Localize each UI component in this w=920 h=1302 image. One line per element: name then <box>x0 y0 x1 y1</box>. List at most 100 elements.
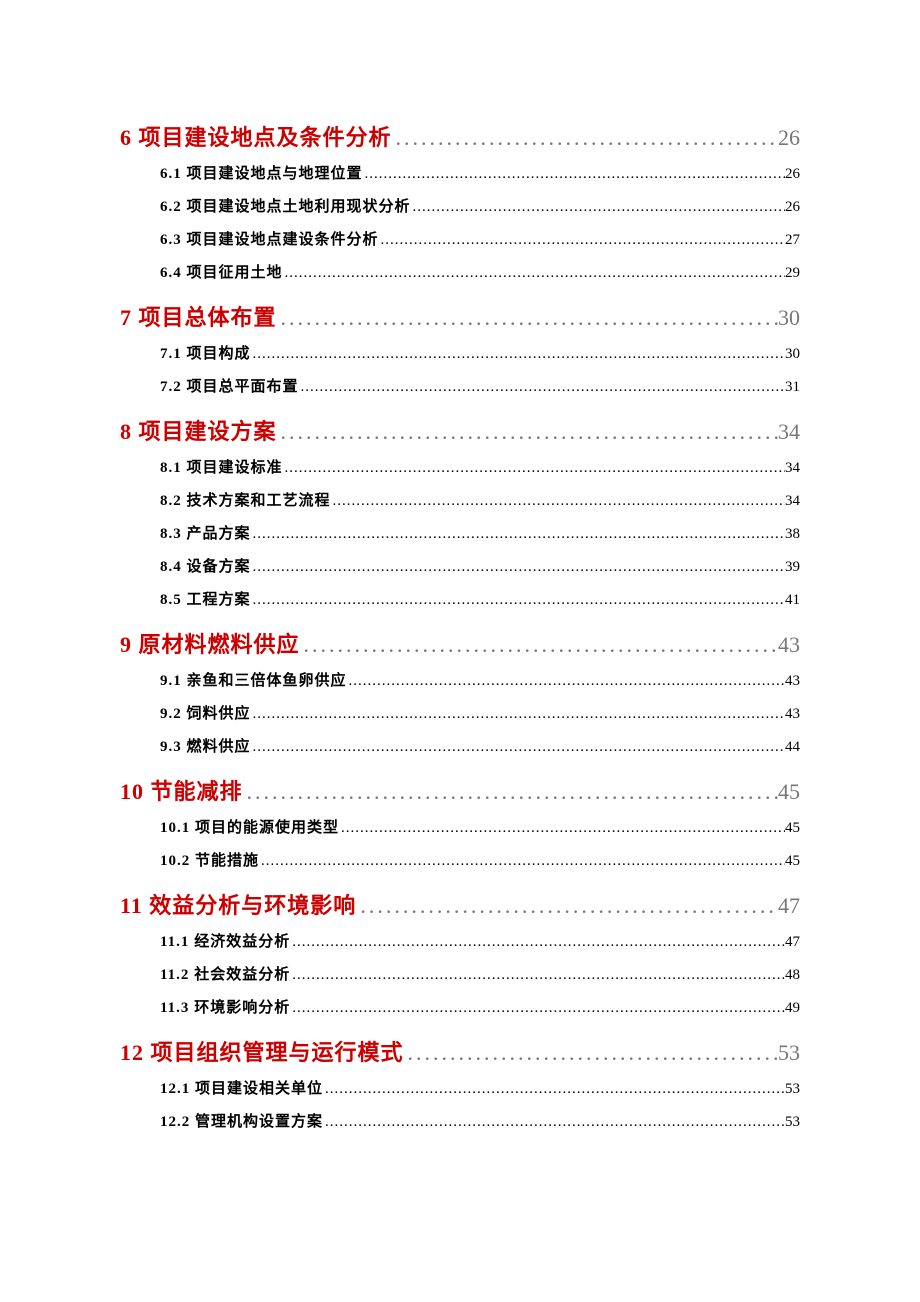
toc-leader: ........................................… <box>290 1000 785 1017</box>
toc-subsection-number: 8.5 <box>160 592 182 608</box>
toc-subsection-title: 12.2 管理机构设置方案 <box>160 1110 323 1131</box>
toc-subsection-title: 8.3 产品方案 <box>160 522 251 543</box>
toc-leader: ........................................… <box>379 232 785 249</box>
toc-chapter-number: 9 <box>120 632 132 657</box>
toc-subsection-number: 11.2 <box>160 967 189 983</box>
toc-subsection-page: 31 <box>785 379 800 396</box>
toc-subsection-number: 9.2 <box>160 706 182 722</box>
toc-subsection-row: 6.1 项目建设地点与地理位置 ........................… <box>120 162 800 183</box>
toc-subsection-row: 7.1 项目构成 ...............................… <box>120 342 800 363</box>
toc-chapter-title: 12 项目组织管理与运行模式 <box>120 1035 404 1067</box>
toc-subsection-row: 10.2 节能措施 ..............................… <box>120 849 800 870</box>
toc-subsection-row: 12.2 管理机构设置方案 ..........................… <box>120 1110 800 1131</box>
toc-subsection-title: 8.4 设备方案 <box>160 555 251 576</box>
toc-chapter-number: 8 <box>120 419 132 444</box>
toc-leader: ........................................… <box>363 166 785 183</box>
toc-subsection-number: 12.2 <box>160 1114 190 1130</box>
toc-chapter-page: 45 <box>778 779 800 805</box>
toc-subsection-title: 6.2 项目建设地点土地利用现状分析 <box>160 195 411 216</box>
toc-chapter-number: 10 <box>120 779 144 804</box>
toc-section: 9 原材料燃料供应 ..............................… <box>120 627 800 756</box>
toc-subsection-title: 6.1 项目建设地点与地理位置 <box>160 162 363 183</box>
toc-chapter-page: 26 <box>778 125 800 151</box>
toc-leader: ........................................… <box>331 493 785 510</box>
toc-chapter-page: 34 <box>778 419 800 445</box>
toc-subsection-row: 6.2 项目建设地点土地利用现状分析 .....................… <box>120 195 800 216</box>
toc-subsection-number: 10.1 <box>160 820 190 836</box>
toc-chapter-row: 9 原材料燃料供应 ..............................… <box>120 627 800 659</box>
toc-subsection-page: 30 <box>785 346 800 363</box>
toc-leader: ........................................… <box>277 419 778 445</box>
toc-chapter-page: 53 <box>778 1040 800 1066</box>
toc-subsection-number: 7.1 <box>160 346 182 362</box>
toc-subsection-page: 47 <box>785 934 800 951</box>
toc-subsection-row: 8.5 工程方案 ...............................… <box>120 588 800 609</box>
toc-subsection-row: 11.3 环境影响分析 ............................… <box>120 996 800 1017</box>
toc-subsection-page: 43 <box>785 673 800 690</box>
toc-subsection-title: 10.2 节能措施 <box>160 849 259 870</box>
toc-subsection-page: 45 <box>785 853 800 870</box>
toc-leader: ........................................… <box>323 1081 785 1098</box>
toc-leader: ........................................… <box>283 265 785 282</box>
toc-subsection-row: 8.2 技术方案和工艺流程 ..........................… <box>120 489 800 510</box>
toc-chapter-title: 11 效益分析与环境影响 <box>120 888 356 920</box>
toc-subsection-title: 6.4 项目征用土地 <box>160 261 283 282</box>
toc-subsection-page: 26 <box>785 166 800 183</box>
toc-subsection-number: 9.3 <box>160 739 182 755</box>
toc-subsection-page: 53 <box>785 1114 800 1131</box>
toc-section: 10 节能减排 ................................… <box>120 774 800 870</box>
toc-chapter-title: 6 项目建设地点及条件分析 <box>120 120 392 152</box>
toc-leader: ........................................… <box>323 1114 785 1131</box>
toc-chapter-number: 7 <box>120 305 132 330</box>
toc-subsection-row: 11.2 社会效益分析 ............................… <box>120 963 800 984</box>
toc-subsection-title: 11.3 环境影响分析 <box>160 996 290 1017</box>
toc-subsection-row: 9.1 亲鱼和三倍体鱼卵供应 .........................… <box>120 669 800 690</box>
toc-chapter-row: 11 效益分析与环境影响 ...........................… <box>120 888 800 920</box>
toc-subsection-row: 12.1 项目建设相关单位 ..........................… <box>120 1077 800 1098</box>
toc-subsection-row: 7.2 项目总平面布置 ............................… <box>120 375 800 396</box>
toc-leader: ........................................… <box>243 779 778 805</box>
toc-chapter-title: 7 项目总体布置 <box>120 300 277 332</box>
toc-subsection-page: 26 <box>785 199 800 216</box>
toc-subsection-title: 9.3 燃料供应 <box>160 735 251 756</box>
toc-subsection-number: 6.4 <box>160 265 182 281</box>
toc-subsection-page: 48 <box>785 967 800 984</box>
toc-leader: ........................................… <box>283 460 785 477</box>
toc-subsection-page: 39 <box>785 559 800 576</box>
toc-subsection-number: 6.1 <box>160 166 182 182</box>
toc-section: 8 项目建设方案 ...............................… <box>120 414 800 609</box>
toc-chapter-title: 8 项目建设方案 <box>120 414 277 446</box>
toc-subsection-page: 29 <box>785 265 800 282</box>
toc-subsection-page: 41 <box>785 592 800 609</box>
toc-leader: ........................................… <box>290 967 785 984</box>
toc-subsection-title: 7.2 项目总平面布置 <box>160 375 299 396</box>
toc-chapter-number: 6 <box>120 125 132 150</box>
toc-chapter-row: 8 项目建设方案 ...............................… <box>120 414 800 446</box>
toc-subsection-title: 10.1 项目的能源使用类型 <box>160 816 339 837</box>
toc-leader: ........................................… <box>299 379 785 396</box>
toc-subsection-row: 6.4 项目征用土地 .............................… <box>120 261 800 282</box>
toc-subsection-number: 9.1 <box>160 673 182 689</box>
toc-subsection-number: 11.3 <box>160 1000 189 1016</box>
toc-subsection-row: 10.1 项目的能源使用类型 .........................… <box>120 816 800 837</box>
toc-leader: ........................................… <box>251 559 785 576</box>
toc-leader: ........................................… <box>290 934 785 951</box>
toc-subsection-page: 34 <box>785 460 800 477</box>
toc-subsection-number: 8.4 <box>160 559 182 575</box>
toc-subsection-title: 7.1 项目构成 <box>160 342 251 363</box>
toc-subsection-number: 11.1 <box>160 934 189 950</box>
toc-section: 6 项目建设地点及条件分析 ..........................… <box>120 120 800 282</box>
toc-section: 12 项目组织管理与运行模式 .........................… <box>120 1035 800 1131</box>
toc-subsection-title: 8.1 项目建设标准 <box>160 456 283 477</box>
toc-subsection-title: 12.1 项目建设相关单位 <box>160 1077 323 1098</box>
toc-chapter-row: 7 项目总体布置 ...............................… <box>120 300 800 332</box>
toc-subsection-page: 44 <box>785 739 800 756</box>
toc-leader: ........................................… <box>251 739 785 756</box>
toc-subsection-row: 9.3 燃料供应 ...............................… <box>120 735 800 756</box>
toc-subsection-number: 6.3 <box>160 232 182 248</box>
toc-subsection-page: 27 <box>785 232 800 249</box>
toc-chapter-row: 12 项目组织管理与运行模式 .........................… <box>120 1035 800 1067</box>
toc-subsection-title: 11.2 社会效益分析 <box>160 963 290 984</box>
toc-leader: ........................................… <box>251 592 785 609</box>
toc-section: 11 效益分析与环境影响 ...........................… <box>120 888 800 1017</box>
